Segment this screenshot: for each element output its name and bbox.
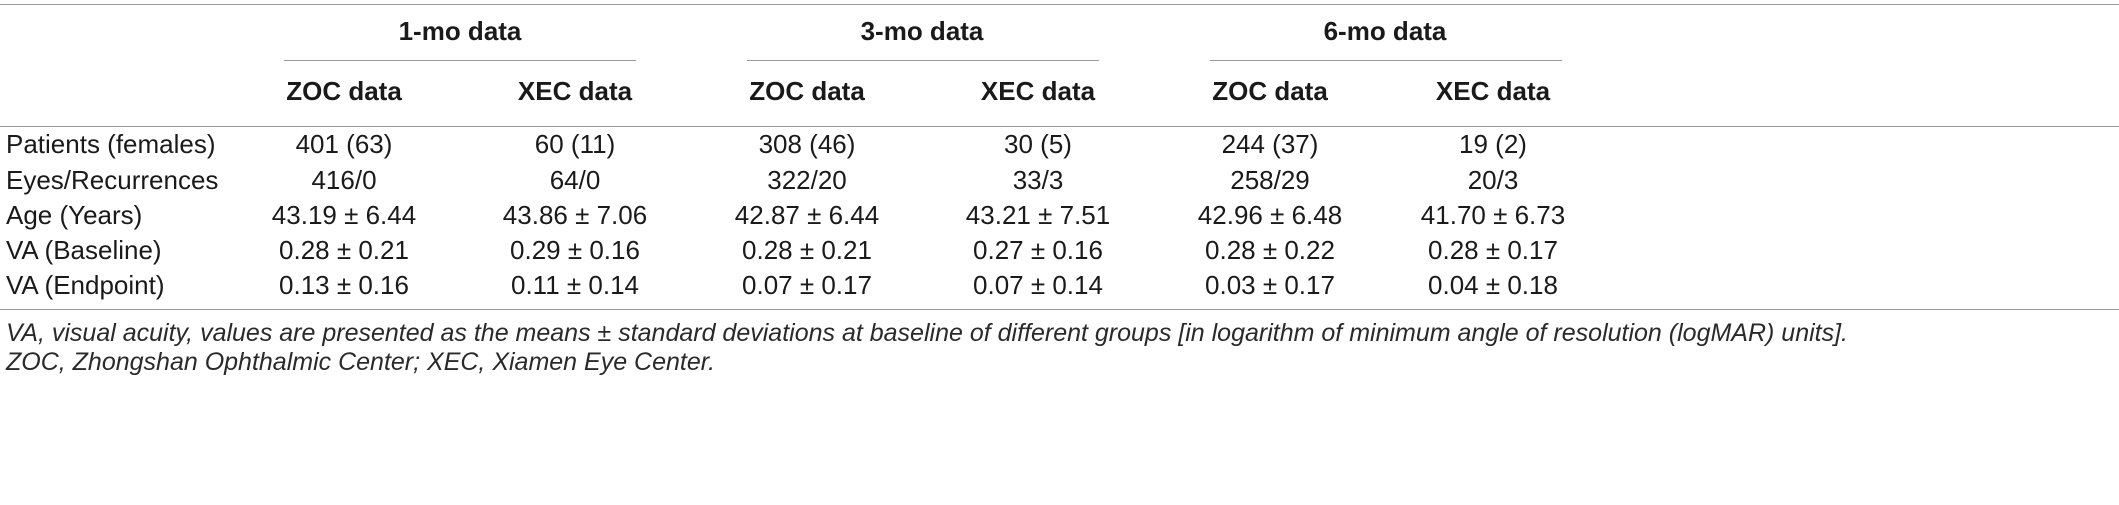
- subheader-zoc-3mo: ZOC data: [749, 76, 865, 106]
- group-rule-1mo: [284, 60, 636, 61]
- footnote-line-1: VA, visual acuity, values are presented …: [6, 319, 1848, 347]
- table-cell: 43.21 ± 7.51: [965, 200, 1111, 230]
- table-cell: 0.11 ± 0.14: [511, 270, 639, 300]
- table-cell: 19 (2): [1459, 129, 1527, 159]
- table-cell: 43.19 ± 6.44: [271, 200, 417, 230]
- table-cell: 30 (5): [1004, 129, 1072, 159]
- subheader-zoc-1mo: ZOC data: [286, 76, 402, 106]
- group-rule-3mo: [747, 60, 1099, 61]
- group-header-3mo: 3-mo data: [860, 16, 984, 46]
- table-cell: 41.70 ± 6.73: [1420, 200, 1566, 230]
- table-cell: 0.07 ± 0.17: [742, 270, 872, 300]
- table-cell: 0.28 ± 0.21: [279, 235, 409, 265]
- row-label-age: Age (Years): [6, 200, 143, 230]
- row-label-patients: Patients (females): [6, 129, 216, 159]
- header-bottom-rule: [0, 126, 2119, 127]
- subheader-xec-1mo: XEC data: [517, 76, 633, 106]
- table-cell: 0.28 ± 0.22: [1205, 235, 1335, 265]
- row-label-va-endpoint: VA (Endpoint): [6, 270, 165, 300]
- row-label-va-baseline: VA (Baseline): [6, 235, 162, 265]
- table-cell: 0.04 ± 0.18: [1428, 270, 1558, 300]
- table-cell: 0.28 ± 0.17: [1428, 235, 1558, 265]
- table-top-rule: [0, 4, 2119, 5]
- table-cell: 0.03 ± 0.17: [1205, 270, 1335, 300]
- table-cell: 308 (46): [758, 129, 856, 159]
- subheader-xec-3mo: XEC data: [980, 76, 1096, 106]
- row-label-eyes: Eyes/Recurrences: [6, 165, 219, 195]
- table-bottom-rule: [0, 309, 2119, 310]
- table-cell: 64/0: [549, 165, 601, 195]
- table-cell: 401 (63): [295, 129, 393, 159]
- table-cell: 60 (11): [534, 129, 616, 159]
- table-cell: 42.96 ± 6.48: [1197, 200, 1343, 230]
- table-cell: 0.29 ± 0.16: [510, 235, 640, 265]
- table-cell: 33/3: [1012, 165, 1064, 195]
- table-cell: 0.27 ± 0.16: [973, 235, 1103, 265]
- subheader-xec-6mo: XEC data: [1435, 76, 1551, 106]
- table-cell: 416/0: [311, 165, 377, 195]
- table-cell: 43.86 ± 7.06: [502, 200, 648, 230]
- table-cell: 258/29: [1230, 165, 1310, 195]
- table-cell: 244 (37): [1221, 129, 1319, 159]
- group-rule-6mo: [1210, 60, 1562, 61]
- group-header-1mo: 1-mo data: [398, 16, 522, 46]
- table-cell: 322/20: [767, 165, 847, 195]
- table-cell: 0.28 ± 0.21: [742, 235, 872, 265]
- table-cell: 0.07 ± 0.14: [973, 270, 1103, 300]
- table-cell: 42.87 ± 6.44: [734, 200, 880, 230]
- footnote-line-2: ZOC, Zhongshan Ophthalmic Center; XEC, X…: [6, 348, 716, 376]
- table-cell: 20/3: [1467, 165, 1519, 195]
- group-header-6mo: 6-mo data: [1323, 16, 1447, 46]
- table-cell: 0.13 ± 0.16: [279, 270, 409, 300]
- subheader-zoc-6mo: ZOC data: [1212, 76, 1328, 106]
